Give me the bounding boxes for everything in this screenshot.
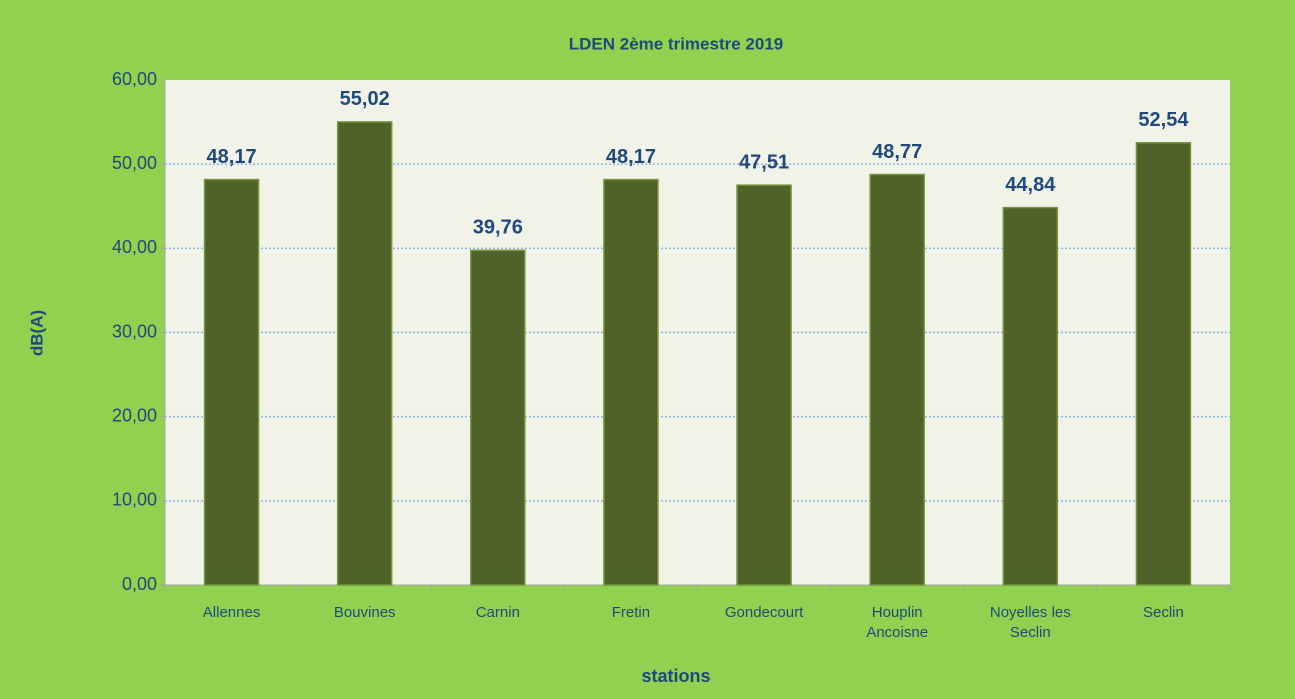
y-tick-label: 40,00 [112,237,157,257]
x-tick-label: Bouvines [333,604,396,621]
chart-title: LDEN 2ème trimestre 2019 [569,34,784,53]
bar [736,184,792,586]
bar [603,178,659,586]
x-tick-label: Fretin [611,604,651,621]
x-axis-title: stations [641,666,710,686]
x-tick-label: Allennes [202,604,261,621]
y-tick-label: 50,00 [112,153,157,173]
value-label: 52,54 [1138,109,1189,131]
y-tick-label: 60,00 [112,69,157,89]
x-tick-label: Noyelles les Seclin [989,604,1071,641]
value-label: 48,17 [207,146,257,168]
bar [336,121,393,586]
bar [869,173,925,586]
value-label: 48,17 [606,146,656,168]
y-tick-label: 30,00 [112,321,157,341]
value-label: 55,02 [340,88,390,110]
x-tick-label: Houplin Ancoisne [866,604,929,641]
y-axis-title: dB(A) [27,310,46,356]
bar [470,249,526,586]
y-tick-label: 0,00 [122,574,157,594]
value-label: 39,76 [473,217,523,239]
x-tick-label: Seclin [1143,604,1184,621]
value-label: 44,84 [1005,174,1056,196]
bar [1135,142,1192,586]
bar [1002,206,1059,586]
value-label: 47,51 [739,151,789,173]
x-tick-label: Carnin [475,604,520,621]
bar [203,178,260,586]
value-label: 48,77 [872,141,922,163]
y-tick-label: 20,00 [112,405,157,425]
x-tick-label: Gondecourt [724,604,804,621]
y-tick-label: 10,00 [112,490,157,510]
